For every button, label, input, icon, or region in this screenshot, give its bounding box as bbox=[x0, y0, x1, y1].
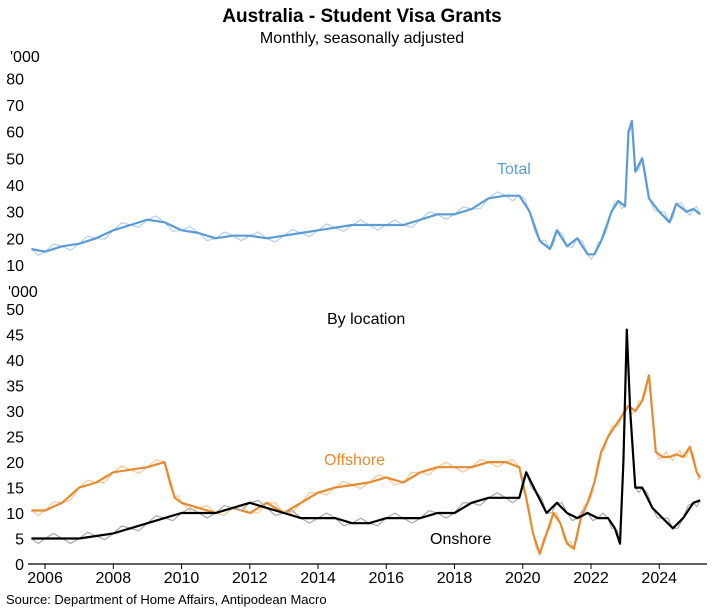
x-tick-label: 2022 bbox=[573, 570, 609, 587]
onshore-series-label: Onshore bbox=[430, 531, 491, 548]
bottom-y-tick-label: 5 bbox=[15, 532, 24, 549]
bottom-y-tick-label: 50 bbox=[6, 302, 24, 319]
x-axis: 2006 2008 2010 2012 2014 2016 2018 2020 2022 2024 bbox=[27, 564, 677, 587]
chart-subtitle: Monthly, seasonally adjusted bbox=[260, 30, 464, 47]
x-tick-label: 2014 bbox=[300, 570, 336, 587]
bottom-y-tick-label: 25 bbox=[6, 430, 24, 447]
onshore-line bbox=[31, 328, 701, 545]
bottom-panel: '000 0 5 10 15 20 25 30 35 40 45 50 By location Of… bbox=[6, 284, 702, 574]
top-y-tick-label: 50 bbox=[6, 151, 24, 168]
by-location-annotation: By location bbox=[327, 311, 405, 328]
bottom-y-tick-label: 40 bbox=[6, 353, 24, 370]
bottom-y-tick-label: 10 bbox=[6, 506, 24, 523]
x-tick-label: 2020 bbox=[505, 570, 541, 587]
bottom-unit-label: '000 bbox=[8, 284, 38, 301]
bottom-y-tick-label: 30 bbox=[6, 404, 24, 421]
top-y-tick-label: 20 bbox=[6, 231, 24, 248]
x-tick-label: 2006 bbox=[27, 570, 63, 587]
bottom-y-tick-label: 45 bbox=[6, 328, 24, 345]
x-tick-label: 2010 bbox=[164, 570, 200, 587]
total-series-label: Total bbox=[497, 161, 531, 178]
chart-title: Australia - Student Visa Grants bbox=[222, 6, 501, 27]
offshore-line bbox=[31, 374, 702, 555]
top-y-tick-label: 10 bbox=[6, 258, 24, 275]
top-y-tick-label: 60 bbox=[6, 125, 24, 142]
top-unit-label: '000 bbox=[10, 49, 40, 66]
offshore-series-label: Offshore bbox=[324, 452, 385, 469]
x-tick-label: 2024 bbox=[641, 570, 677, 587]
top-y-tick-label: 30 bbox=[6, 205, 24, 222]
bottom-y-tick-label: 20 bbox=[6, 455, 24, 472]
total-line bbox=[31, 119, 701, 256]
bottom-y-tick-label: 35 bbox=[6, 379, 24, 396]
offshore-raw-line bbox=[31, 375, 701, 556]
bottom-y-tick-label: 15 bbox=[6, 481, 24, 498]
top-y-tick-label: 80 bbox=[6, 71, 24, 88]
top-y-tick-label: 70 bbox=[6, 98, 24, 115]
x-tick-label: 2012 bbox=[232, 570, 268, 587]
bottom-y-tick-label: 0 bbox=[15, 557, 24, 574]
top-y-tick-label: 40 bbox=[6, 178, 24, 195]
bottom-y-axis: 0 5 10 15 20 25 30 35 40 45 50 bbox=[6, 302, 24, 574]
x-tick-label: 2018 bbox=[437, 570, 473, 587]
x-tick-label: 2016 bbox=[368, 570, 404, 587]
onshore-raw-line bbox=[31, 329, 701, 545]
x-tick-label: 2008 bbox=[96, 570, 132, 587]
top-y-axis: 10 20 30 40 50 60 70 80 bbox=[6, 71, 24, 275]
total-raw-line bbox=[30, 120, 701, 261]
top-panel: '000 10 20 30 40 50 60 70 80 Total bbox=[6, 49, 701, 275]
source-note: Source: Department of Home Affairs, Anti… bbox=[6, 592, 327, 607]
